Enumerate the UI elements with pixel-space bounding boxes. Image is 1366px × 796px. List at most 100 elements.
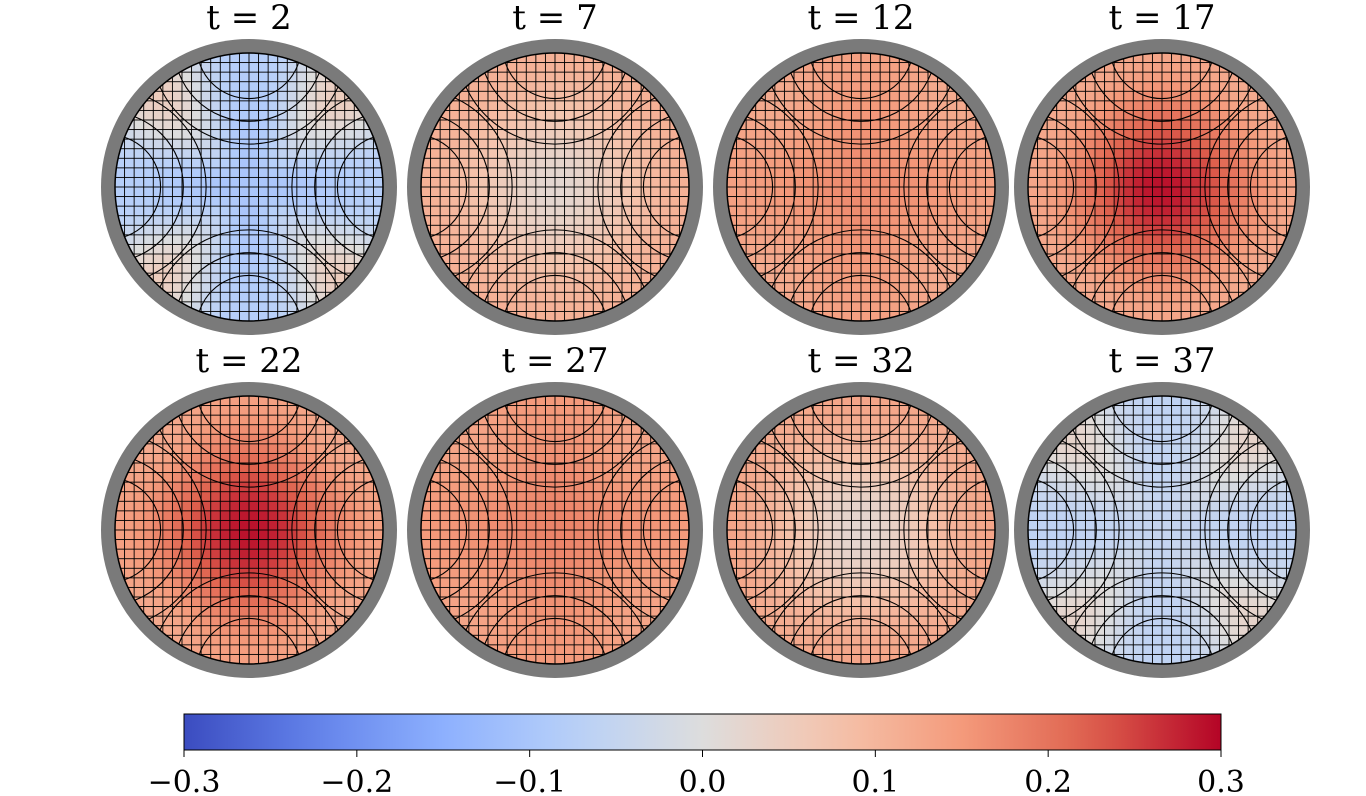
mesh-cell [1209, 253, 1221, 265]
mesh-cell [870, 243, 881, 255]
mesh-cell [1199, 90, 1211, 102]
mesh-cell [1142, 176, 1154, 188]
mesh-cell [238, 510, 250, 522]
mesh-cell [621, 253, 633, 265]
mesh-cell [554, 414, 566, 426]
mesh-cell [344, 529, 356, 541]
mesh-cell [889, 100, 901, 112]
mesh-cell [850, 205, 862, 217]
mesh-cell [248, 500, 260, 512]
mesh-cell [1161, 176, 1173, 188]
mesh-cell [1161, 272, 1173, 284]
mesh-cell [219, 167, 231, 179]
mesh-cell [1257, 234, 1269, 246]
mesh-cell [927, 433, 939, 445]
mesh-cell [544, 129, 556, 140]
mesh-arc [785, 53, 937, 122]
mesh-cell [659, 243, 671, 255]
mesh-cell [860, 81, 872, 93]
domain-boundary [420, 52, 690, 322]
mesh-cell [937, 500, 948, 512]
mesh-cell [1276, 215, 1288, 227]
mesh-cell [468, 215, 480, 227]
mesh-cell [1180, 263, 1192, 274]
mesh-cell [162, 167, 174, 179]
mesh-cell [133, 500, 145, 512]
mesh-cell [841, 519, 853, 531]
mesh-cell [296, 491, 308, 503]
mesh-cell [554, 253, 566, 265]
mesh-cell [1065, 186, 1077, 198]
mesh-cell [267, 519, 279, 531]
mesh-cell [1218, 291, 1230, 303]
mesh-cell [258, 500, 269, 512]
mesh-cell [592, 272, 604, 284]
mesh-cell [822, 62, 834, 73]
mesh-cell [841, 282, 853, 294]
mesh-cell [755, 167, 767, 179]
mesh-cell [267, 644, 279, 656]
mesh-cell [573, 548, 585, 560]
mesh-cell [267, 291, 279, 303]
mesh-cell [1151, 310, 1163, 321]
mesh-cell [1151, 129, 1163, 140]
mesh-cell [525, 424, 537, 436]
mesh-cell [544, 606, 556, 617]
mesh-cell [315, 596, 327, 608]
mesh-cell [248, 301, 260, 313]
mesh-cell [564, 586, 575, 598]
mesh-cell [1123, 71, 1135, 83]
mesh-cell [449, 567, 461, 579]
mesh-cell [1190, 62, 1202, 73]
mesh-cell [841, 443, 853, 455]
mesh-cell [286, 433, 298, 445]
mesh-cell [305, 215, 317, 227]
mesh-cell [535, 291, 547, 303]
mesh-cell [535, 462, 547, 474]
mesh-cell [191, 253, 202, 265]
mesh-cell [831, 196, 843, 207]
mesh-cell [927, 224, 939, 236]
mesh-cell [898, 625, 910, 637]
mesh-cell [1151, 234, 1163, 246]
mesh-cell [927, 539, 939, 550]
mesh-cell [229, 462, 241, 474]
mesh-cell [1075, 176, 1087, 188]
mesh-cell [1171, 71, 1182, 83]
mesh-cell [831, 472, 843, 483]
mesh-cell [583, 567, 595, 579]
mesh-cell [621, 567, 633, 579]
mesh-cell [564, 443, 575, 455]
mesh-cell [143, 577, 155, 589]
mesh-cell [774, 176, 786, 188]
mesh-cell [583, 615, 595, 627]
mesh-cell [1199, 148, 1211, 160]
mesh-cell [592, 90, 604, 102]
mesh-cell [669, 491, 681, 503]
mesh-cell [325, 519, 336, 531]
mesh-cell [1084, 81, 1096, 93]
mesh-cell [544, 272, 556, 284]
mesh-cell [325, 176, 336, 188]
mesh-cell [554, 81, 566, 93]
mesh-cell [1161, 157, 1173, 169]
mesh-cell [544, 529, 556, 541]
mesh-cell [937, 615, 948, 627]
mesh-cell [554, 519, 566, 531]
mesh-cell [248, 558, 260, 570]
mesh-cell [353, 119, 365, 131]
mesh-cell [793, 567, 805, 579]
mesh-cell [860, 615, 872, 627]
mesh-cell [277, 157, 289, 169]
mesh-arc [1028, 88, 1120, 286]
mesh-cell [583, 119, 595, 131]
mesh-cell [898, 243, 910, 255]
mesh-cell [468, 157, 480, 169]
mesh-cell [822, 71, 834, 83]
mesh-cell [956, 472, 968, 483]
mesh-cell [305, 100, 317, 112]
mesh-cell [764, 186, 776, 198]
mesh-cell [439, 510, 451, 522]
mesh-cell [267, 500, 279, 512]
mesh-cell [191, 606, 202, 617]
